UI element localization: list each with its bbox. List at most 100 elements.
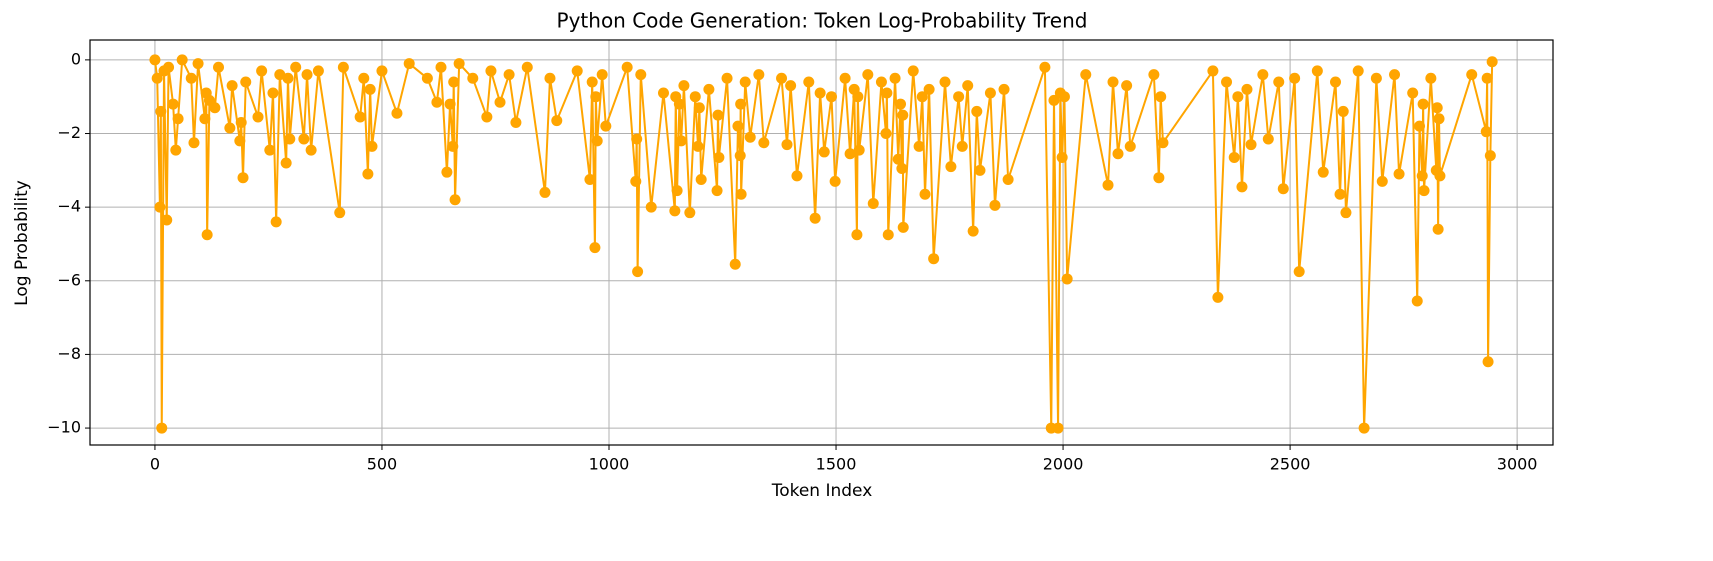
- point-marker: [881, 87, 893, 99]
- x-tick-label: 3000: [1497, 455, 1538, 474]
- point-marker: [362, 168, 374, 180]
- point-marker: [1352, 65, 1364, 77]
- point-marker: [645, 201, 657, 213]
- point-marker: [201, 229, 213, 241]
- point-marker: [240, 76, 252, 88]
- point-marker: [354, 111, 366, 123]
- point-marker: [974, 164, 986, 176]
- point-marker: [441, 166, 453, 178]
- point-marker: [844, 148, 856, 160]
- point-marker: [192, 58, 204, 70]
- point-marker: [1433, 113, 1445, 125]
- point-marker: [895, 98, 907, 110]
- point-marker: [945, 161, 957, 173]
- point-marker: [1048, 94, 1060, 106]
- point-marker: [1002, 174, 1014, 186]
- point-marker: [753, 69, 765, 81]
- point-marker: [673, 98, 685, 110]
- point-marker: [510, 116, 522, 128]
- point-marker: [447, 140, 459, 152]
- x-tick-label: 1500: [816, 455, 857, 474]
- point-marker: [632, 266, 644, 278]
- point-marker: [693, 102, 705, 114]
- point-marker: [274, 69, 286, 81]
- point-marker: [366, 140, 378, 152]
- point-marker: [1431, 102, 1443, 114]
- point-marker: [692, 140, 704, 152]
- point-marker: [669, 205, 681, 217]
- point-marker: [586, 76, 598, 88]
- point-marker: [621, 61, 633, 73]
- point-marker: [1434, 170, 1446, 182]
- point-marker: [600, 120, 612, 132]
- point-marker: [1482, 356, 1494, 368]
- point-marker: [1121, 80, 1133, 92]
- point-marker: [880, 128, 892, 140]
- series-line: [153, 58, 1494, 430]
- point-marker: [185, 72, 197, 84]
- point-marker: [732, 120, 744, 132]
- point-marker: [503, 69, 515, 81]
- point-marker: [551, 115, 563, 127]
- point-marker: [376, 65, 388, 77]
- point-marker: [809, 212, 821, 224]
- point-marker: [235, 116, 247, 128]
- point-marker: [237, 172, 249, 184]
- point-marker: [521, 61, 533, 73]
- point-marker: [170, 144, 182, 156]
- x-tick-label: 0: [150, 455, 160, 474]
- y-tick-label: 0: [71, 49, 81, 68]
- point-marker: [1112, 148, 1124, 160]
- y-tick-label: −8: [57, 344, 81, 363]
- point-marker: [163, 61, 175, 73]
- point-marker: [791, 170, 803, 182]
- point-marker: [713, 151, 725, 163]
- point-marker: [224, 122, 236, 134]
- point-marker: [1414, 120, 1426, 132]
- point-marker: [312, 65, 324, 77]
- point-marker: [923, 83, 935, 95]
- point-marker: [539, 186, 551, 198]
- point-marker: [892, 153, 904, 165]
- point-marker: [1411, 295, 1423, 307]
- point-marker: [149, 54, 161, 66]
- point-marker: [151, 72, 163, 84]
- point-marker: [1155, 91, 1167, 103]
- point-marker: [919, 188, 931, 200]
- point-marker: [1039, 61, 1051, 73]
- point-marker: [1107, 76, 1119, 88]
- y-axis-label: Log Probability: [12, 180, 32, 306]
- point-marker: [1273, 76, 1285, 88]
- point-marker: [928, 253, 940, 265]
- point-marker: [305, 144, 317, 156]
- point-marker: [267, 87, 279, 99]
- point-marker: [1334, 188, 1346, 200]
- point-marker: [188, 137, 200, 149]
- point-marker: [984, 87, 996, 99]
- point-marker: [176, 54, 188, 66]
- point-marker: [829, 175, 841, 187]
- point-marker: [814, 87, 826, 99]
- point-marker: [172, 113, 184, 125]
- point-marker: [684, 207, 696, 219]
- point-marker: [971, 105, 983, 117]
- point-marker: [1257, 69, 1269, 81]
- point-marker: [913, 140, 925, 152]
- point-marker: [431, 96, 443, 108]
- x-tick-label: 2500: [1270, 455, 1311, 474]
- point-marker: [853, 144, 865, 156]
- point-marker: [852, 91, 864, 103]
- point-marker: [1212, 291, 1224, 303]
- point-marker: [1358, 422, 1370, 434]
- point-marker: [956, 140, 968, 152]
- point-marker: [1124, 140, 1136, 152]
- point-marker: [889, 72, 901, 84]
- point-marker: [252, 111, 264, 123]
- point-marker: [544, 72, 556, 84]
- y-tick-label: −10: [47, 418, 81, 437]
- point-marker: [167, 98, 179, 110]
- point-marker: [630, 175, 642, 187]
- point-marker: [282, 72, 294, 84]
